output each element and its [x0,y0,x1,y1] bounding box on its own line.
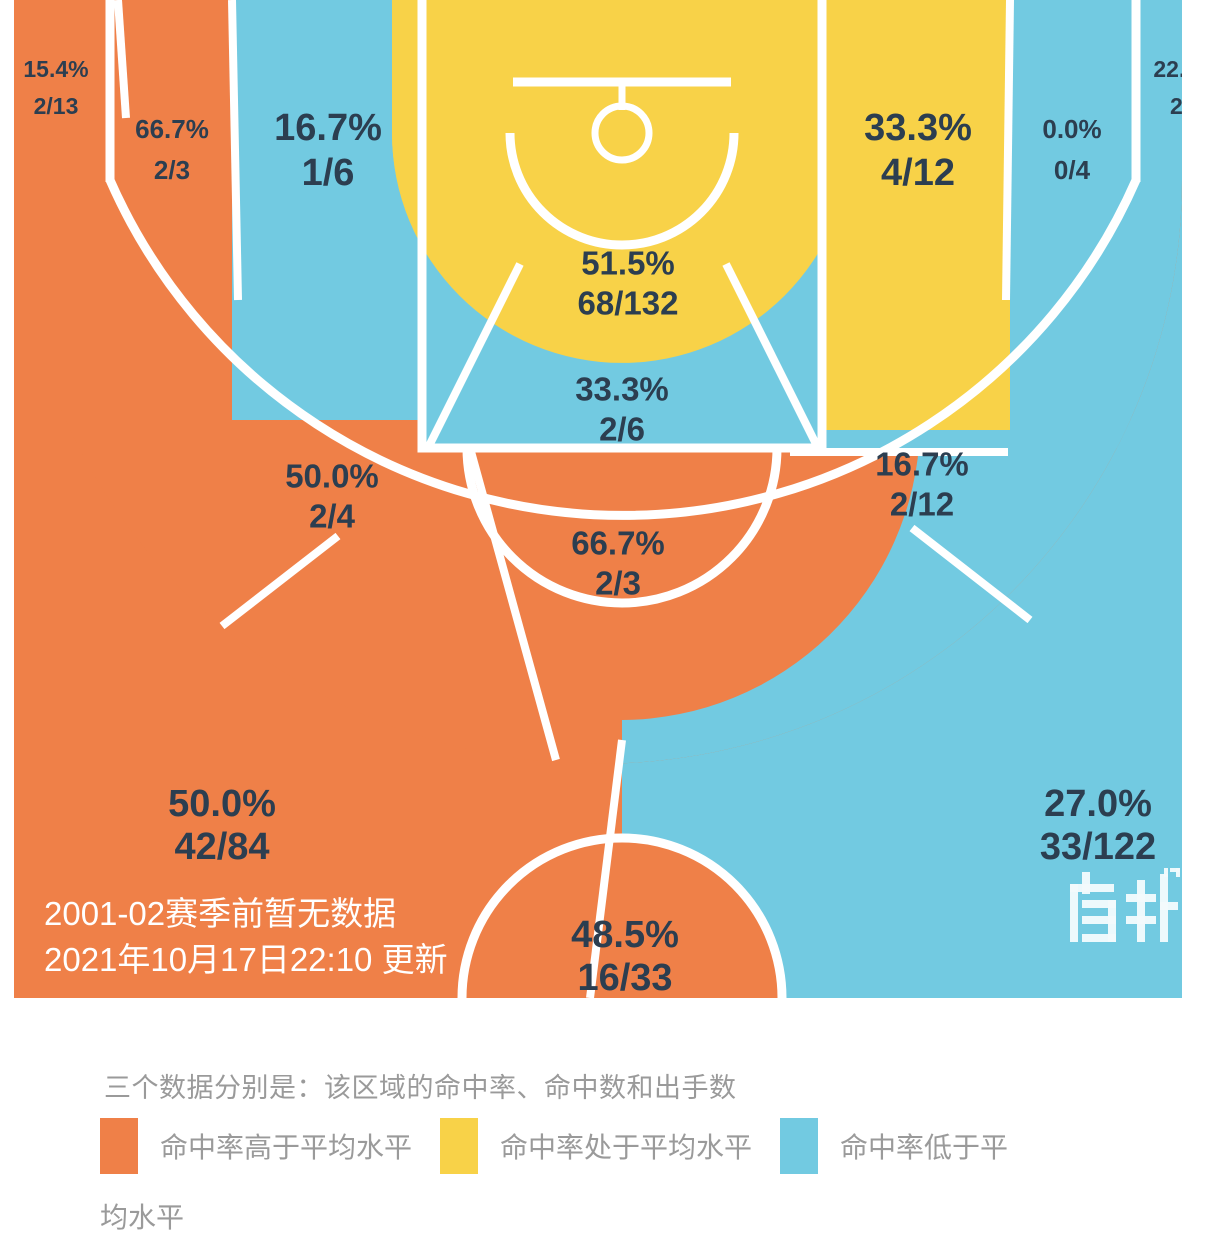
divider-right-mid-1 [1002,0,1014,301]
zone-label-top-key-3: 48.5% 16/33 [571,914,679,999]
zone-label-right-baseline-mid: 0.0% 0/4 [1042,114,1101,185]
stamp-line-2: 2021年10月17日22:10 更新 [44,941,448,978]
svg-text:68/132: 68/132 [578,285,679,322]
divider-vertical-center [586,739,626,998]
legend-label-above-average: 命中率高于平均水平 [160,1132,413,1163]
zone-top-key-3 [462,838,782,998]
svg-text:0/4: 0/4 [1054,155,1091,185]
legend-item-above-average: 命中率高于平均水平 [100,1118,440,1174]
caption-note: 三个数据分别是：该区域的命中率、命中数和出手数 [104,1073,737,1103]
svg-text:2/3: 2/3 [154,155,190,185]
zone-label-paint-non-restricted: 33.3% 2/6 [575,371,669,448]
svg-text:51.5%: 51.5% [581,245,675,282]
svg-text:42/84: 42/84 [174,826,269,868]
svg-text:27.0%: 27.0% [1044,783,1152,825]
rim-icon [591,102,653,164]
chart-caption: 三个数据分别是：该区域的命中率、命中数和出手数 命中率高于平均水平 命中率处于平… [0,1000,1232,1247]
legend-label-below-average: 命中率低于平 [840,1132,1009,1163]
zone-label-left-short-mid: 16.7% 1/6 [274,107,382,194]
divider-left-mid-1 [228,0,242,301]
svg-text:33.3%: 33.3% [864,107,972,149]
stamp-line-1: 2001-02赛季前暂无数据 [44,895,396,932]
center-circle-arc [457,833,787,998]
zone-label-right-elbow-mid: 16.7% 2/12 [875,446,969,523]
svg-text:33/122: 33/122 [1040,826,1156,868]
svg-text:16.7%: 16.7% [875,446,969,483]
zone-restricted-area-top [392,0,852,363]
zone-label-free-throw-mid: 66.7% 2/3 [571,525,665,602]
svg-text:16/33: 16/33 [577,957,672,999]
legend-swatch-below-average [780,1118,819,1174]
three-point-arc [105,178,1141,520]
svg-text:50.0%: 50.0% [285,458,379,495]
divider-left-lower [466,446,560,762]
svg-text:66.7%: 66.7% [135,114,209,144]
zone-left-short-mid [232,0,430,420]
zone-right-short-mid-top [822,0,1010,430]
restricted-area-arc [505,132,739,250]
svg-text:2/9: 2/9 [1170,93,1202,119]
zone-label-right-short-mid: 33.3% 4/12 [864,107,972,194]
legend: 命中率高于平均水平 命中率处于平均水平 命中率低于平 [100,1118,1036,1174]
divider-left-wedge [219,532,341,630]
svg-text:2/3: 2/3 [595,565,641,602]
zone-left-baseline-mid [118,0,232,420]
zone-free-throw-mid-top [467,448,777,603]
divider-right-wedge [909,524,1033,624]
zone-label-left-wing-3: 50.0% 42/84 [168,783,276,868]
zone-label-left-corner-3: 15.4% 2/13 [23,56,88,119]
svg-text:33.3%: 33.3% [575,371,669,408]
svg-text:4/12: 4/12 [881,152,955,194]
svg-text:15.4%: 15.4% [23,56,88,82]
zone-label-left-elbow-mid: 50.0% 2/4 [285,458,379,535]
svg-text:2/12: 2/12 [890,486,954,523]
divider-paint-right [722,262,822,450]
svg-text:48.5%: 48.5% [571,914,679,956]
zone-label-right-corner-3: 22.2% 2/9 [1153,56,1218,119]
legend-item-below-average: 命中率低于平 [780,1118,1036,1174]
svg-text:2/4: 2/4 [309,498,356,535]
divider-left-baseline [114,0,130,119]
svg-text:1/6: 1/6 [302,152,355,194]
divider-paint-left [424,262,524,450]
shot-chart-court: 15.4% 2/13 66.7% 2/3 16.7% 1/6 51.5% 68/… [14,0,1218,999]
legend-item-average: 命中率处于平均水平 [440,1118,780,1174]
svg-text:50.0%: 50.0% [168,783,276,825]
free-throw-circle [462,447,782,608]
court-svg: 15.4% 2/13 66.7% 2/3 16.7% 1/6 51.5% 68/… [14,0,1218,999]
legend-swatch-average [440,1118,479,1174]
legend-swatch-above-average [100,1118,138,1174]
svg-text:0.0%: 0.0% [1042,114,1101,144]
svg-text:2/6: 2/6 [599,411,645,448]
key-rectangle [417,0,827,453]
zone-label-left-baseline-mid: 66.7% 2/3 [135,114,209,185]
legend-label-average: 命中率处于平均水平 [500,1132,753,1163]
svg-text:16.7%: 16.7% [274,107,382,149]
svg-text:66.7%: 66.7% [571,525,665,562]
zone-label-restricted-area: 51.5% 68/132 [578,245,679,322]
zone-label-right-wing-3: 27.0% 33/122 [1040,783,1156,868]
svg-text:22.2%: 22.2% [1153,56,1218,82]
legend-label-below-average-wrap: 均水平 [100,1202,185,1233]
svg-text:2/13: 2/13 [34,93,79,119]
